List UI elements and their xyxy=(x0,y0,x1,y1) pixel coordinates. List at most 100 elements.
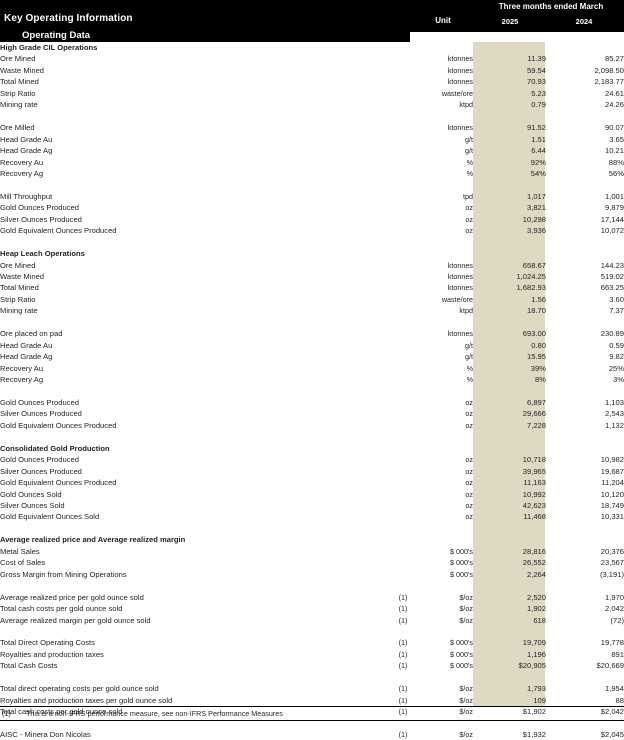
row-unit: oz xyxy=(465,489,473,499)
table-row: Gold Ounces Produced oz 10,718 10,982 xyxy=(0,454,624,465)
table-spacer-row xyxy=(0,237,624,248)
row-unit: ktonnes xyxy=(447,65,473,75)
row-label: Recovery Au xyxy=(0,363,44,373)
row-unit: ktpd xyxy=(459,306,473,316)
row-footnote-ref xyxy=(390,351,416,362)
table-row: Total Cash Costs (1) $ 000's $20,905 $20,669 xyxy=(0,660,624,671)
row-label: Average realized price and Average reali… xyxy=(0,535,186,545)
row-label: Gross Margin from Mining Operations xyxy=(0,569,127,579)
table-row: Silver Ounces Sold oz 42,623 18,749 xyxy=(0,500,624,511)
row-unit: $/oz xyxy=(459,604,473,614)
row-value-current xyxy=(473,111,546,122)
row-unit: % xyxy=(466,168,473,178)
row-value-prior: 25% xyxy=(608,363,624,373)
table-row: Mill Throughput tpd 1,017 1,001 xyxy=(0,191,624,202)
row-unit: ktonnes xyxy=(447,123,473,133)
row-unit: $/oz xyxy=(459,695,473,705)
row-label: Gold Ounces Produced xyxy=(0,203,79,213)
row-footnote-ref xyxy=(390,317,416,328)
row-footnote-ref xyxy=(390,420,416,431)
footnote-rule-top xyxy=(0,706,624,707)
row-value-prior: 1,132 xyxy=(604,420,624,430)
row-footnote-ref xyxy=(390,580,416,591)
row-footnote-ref: (1) xyxy=(398,661,408,671)
row-footnote-ref xyxy=(390,282,416,293)
table-spacer-row xyxy=(0,431,624,442)
row-footnote-ref xyxy=(390,248,416,259)
row-footnote-ref xyxy=(390,88,416,99)
row-unit: % xyxy=(466,363,473,373)
table-row: Head Grade Au g/t 1.51 3.65 xyxy=(0,134,624,145)
row-value-prior: 1,970 xyxy=(604,592,624,602)
table-row: Average realized price per gold ounce so… xyxy=(0,592,624,603)
row-footnote-ref xyxy=(390,328,416,339)
row-label: Strip Ratio xyxy=(0,294,36,304)
row-footnote-ref xyxy=(390,408,416,419)
row-label: High Grade CIL Operations xyxy=(0,43,98,52)
row-unit: oz xyxy=(465,420,473,430)
row-footnote-ref xyxy=(390,179,416,190)
row-footnote-ref xyxy=(390,340,416,351)
row-value-prior: 2,543 xyxy=(604,409,624,419)
row-value-current: 91.52 xyxy=(526,123,546,133)
table-row: Recovery Au% 92% 88% xyxy=(0,157,624,168)
row-label: Silver Ounces Sold xyxy=(0,501,65,511)
row-value-current: 5.23 xyxy=(531,88,546,98)
row-label: Head Grade Au xyxy=(0,340,53,350)
header-band-right xyxy=(410,0,624,32)
row-footnote-ref xyxy=(390,386,416,397)
row-value-current: 42,623 xyxy=(522,501,546,511)
row-footnote-ref: (1) xyxy=(398,638,408,648)
row-unit: oz xyxy=(465,214,473,224)
row-footnote-ref xyxy=(390,454,416,465)
row-value-prior: 230.89 xyxy=(600,329,624,339)
row-footnote-ref xyxy=(390,626,416,637)
row-label: Mining rate xyxy=(0,306,38,316)
row-value-prior: 2,183.77 xyxy=(594,77,624,87)
row-value-current: 29,666 xyxy=(522,409,546,419)
table-body: High Grade CIL Operations Ore Mined ktonne… xyxy=(0,42,624,740)
row-value-prior xyxy=(546,111,624,122)
row-value-prior xyxy=(546,580,624,591)
row-unit: waste/ore xyxy=(441,294,473,304)
table-spacer-row xyxy=(0,386,624,397)
row-label: Gold Equivalent Ounces Produced xyxy=(0,478,117,488)
table-row: Average realized margin per gold ounce s… xyxy=(0,615,624,626)
row-footnote-ref xyxy=(390,134,416,145)
table-row: AISC - Minera Don Nicolas (1) $/oz $1,932 $2… xyxy=(0,729,624,740)
row-unit: ktpd xyxy=(459,100,473,110)
row-value-current: 1,793 xyxy=(526,684,546,694)
row-unit: $/oz xyxy=(459,730,473,740)
row-value-current: 92% xyxy=(530,157,546,167)
row-label: AISC - Minera Don Nicolas xyxy=(0,730,91,740)
row-value-current xyxy=(473,523,546,534)
row-label xyxy=(0,626,390,637)
row-label: Royalties and production taxes xyxy=(0,649,104,659)
row-value-prior: (72) xyxy=(610,615,624,625)
row-value-current xyxy=(473,248,546,259)
table-row: Ore Milled ktonnes 91.52 90.07 xyxy=(0,122,624,133)
row-unit: $ 000's xyxy=(450,649,473,659)
period-header: Three months ended March xyxy=(498,2,604,11)
table-spacer-row xyxy=(0,580,624,591)
row-unit xyxy=(416,626,473,637)
row-label: Gold Ounces Produced xyxy=(0,455,79,465)
row-value-current: 28,816 xyxy=(522,546,546,556)
table-section-header: Consolidated Gold Production xyxy=(0,443,624,454)
row-unit: $/oz xyxy=(459,684,473,694)
row-footnote-ref: (1) xyxy=(398,695,408,705)
row-value-current xyxy=(473,317,546,328)
row-unit xyxy=(416,431,473,442)
table-row: Silver Ounces Produced oz 39,965 19,687 xyxy=(0,466,624,477)
table-spacer-row xyxy=(0,672,624,683)
row-value-current xyxy=(473,179,546,190)
header-band-left xyxy=(0,0,410,42)
row-value-current xyxy=(473,580,546,591)
row-unit: g/t xyxy=(465,352,473,362)
row-unit: waste/ore xyxy=(441,88,473,98)
row-value-current: 2,520 xyxy=(526,592,546,602)
row-value-current: 8% xyxy=(535,375,546,385)
row-value-current xyxy=(473,672,546,683)
row-footnote-ref xyxy=(390,122,416,133)
table-row: Strip Ratio waste/ore 5.23 24.61 xyxy=(0,88,624,99)
